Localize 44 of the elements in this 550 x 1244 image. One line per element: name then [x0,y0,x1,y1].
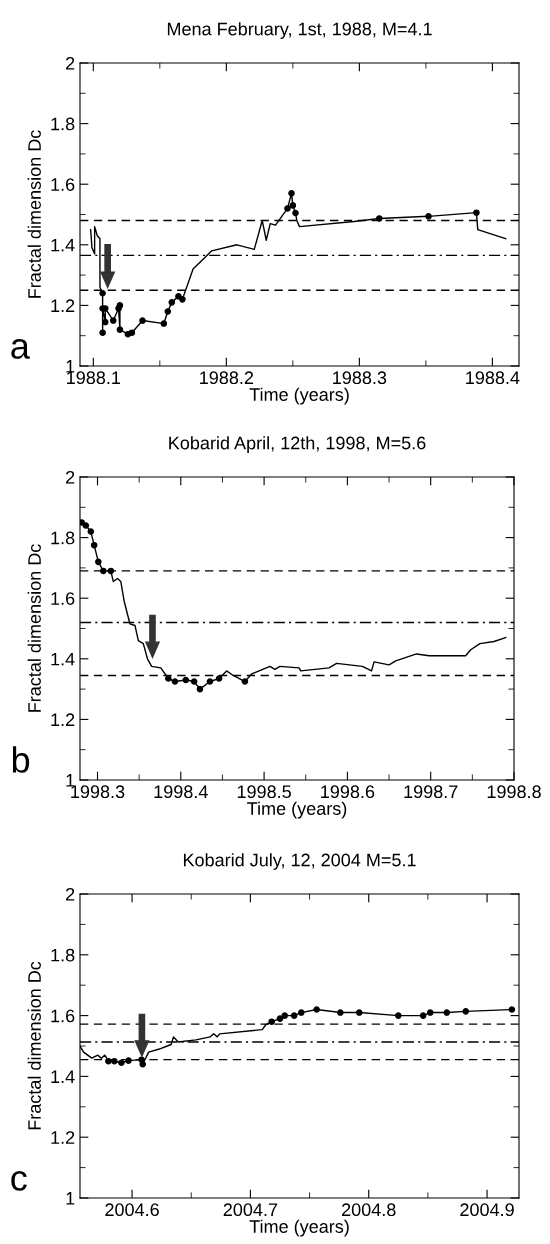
y-axis-title: Fractal dimension Dc [27,544,41,712]
y-tick-label: 1.2 [51,1131,75,1144]
chart-title: Mena February, 1st, 1988, M=4.1 [167,22,432,39]
x-tick-label: 1998.7 [404,785,458,799]
chart-title: Kobarid April, 12th, 1998, M=5.6 [169,436,426,453]
x-tick-label: 1988.1 [67,371,121,385]
x-tick-label: 2004.6 [105,1203,159,1217]
y-tick-label: 1 [66,1192,75,1205]
y-tick-label: 1.4 [51,1070,75,1083]
y-tick-label: 1 [66,774,75,787]
y-tick-label: 1.8 [51,117,75,131]
y-tick-label: 1.6 [51,1009,75,1023]
x-tick-label: 1998.8 [487,785,541,799]
y-tick-label: 1.6 [51,592,75,605]
x-tick-label: 1988.4 [466,371,520,385]
x-tick-label: 1988.3 [333,371,387,385]
y-tick-label: 1.6 [51,178,75,191]
text: c [11,1171,27,1191]
x-tick-label: 1988.2 [200,371,254,385]
x-tick-label: 2004.8 [342,1203,396,1217]
y-tick-label: 2 [66,56,75,70]
x-tick-label: 1998.3 [71,785,125,799]
x-axis-title: Time (years) [247,801,347,819]
y-tick-label: 1.8 [51,531,75,545]
x-tick-label: 2004.9 [460,1203,514,1217]
y-tick-label: 2 [66,470,75,484]
x-tick-label: 1998.5 [237,785,291,799]
y-tick-label: 2 [66,887,75,901]
y-axis-title: Fractal dimension Dc [27,961,41,1130]
x-axis-title: Time (years) [249,1219,349,1237]
y-axis-title: Fractal dimension Dc [27,130,41,298]
x-axis-title: Time (years) [249,387,349,405]
chart-title: Kobarid July, 12, 2004 M=5.1 [183,853,416,870]
text: b [12,746,30,773]
y-tick-label: 1.4 [51,238,75,252]
y-tick-label: 1 [66,360,75,373]
x-tick-label: 1998.6 [321,785,375,799]
y-tick-label: 1.8 [51,948,75,962]
y-tick-label: 1.2 [51,713,75,726]
x-tick-label: 1998.4 [154,785,208,799]
text: a [11,339,30,359]
y-tick-label: 1.2 [51,299,75,312]
y-tick-label: 1.4 [51,652,75,666]
x-tick-label: 2004.7 [223,1203,278,1217]
